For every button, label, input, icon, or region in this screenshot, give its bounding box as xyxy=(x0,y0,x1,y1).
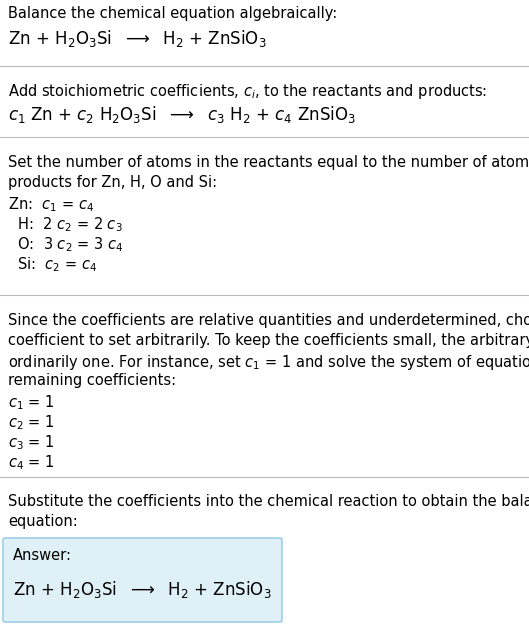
Text: $c_4$ = 1: $c_4$ = 1 xyxy=(8,453,54,472)
Text: $c_1$ Zn + $c_2$ H$_2$O$_3$Si  $\longrightarrow$  $c_3$ H$_2$ + $c_4$ ZnSiO$_3$: $c_1$ Zn + $c_2$ H$_2$O$_3$Si $\longrigh… xyxy=(8,104,356,125)
Text: Add stoichiometric coefficients, $c_i$, to the reactants and products:: Add stoichiometric coefficients, $c_i$, … xyxy=(8,82,487,101)
Text: coefficient to set arbitrarily. To keep the coefficients small, the arbitrary va: coefficient to set arbitrarily. To keep … xyxy=(8,333,529,348)
Text: products for Zn, H, O and Si:: products for Zn, H, O and Si: xyxy=(8,175,217,190)
Text: Substitute the coefficients into the chemical reaction to obtain the balanced: Substitute the coefficients into the che… xyxy=(8,494,529,509)
Text: Zn + H$_2$O$_3$Si  $\longrightarrow$  H$_2$ + ZnSiO$_3$: Zn + H$_2$O$_3$Si $\longrightarrow$ H$_2… xyxy=(8,28,267,49)
Text: ordinarily one. For instance, set $c_1$ = 1 and solve the system of equations fo: ordinarily one. For instance, set $c_1$ … xyxy=(8,353,529,372)
Text: Balance the chemical equation algebraically:: Balance the chemical equation algebraica… xyxy=(8,6,338,21)
Text: $c_3$ = 1: $c_3$ = 1 xyxy=(8,433,54,451)
Text: equation:: equation: xyxy=(8,514,78,529)
Text: Zn:  $c_1$ = $c_4$: Zn: $c_1$ = $c_4$ xyxy=(8,195,94,214)
Text: Set the number of atoms in the reactants equal to the number of atoms in the: Set the number of atoms in the reactants… xyxy=(8,155,529,170)
Text: $c_2$ = 1: $c_2$ = 1 xyxy=(8,413,54,432)
Text: H:  2 $c_2$ = 2 $c_3$: H: 2 $c_2$ = 2 $c_3$ xyxy=(8,215,123,234)
FancyBboxPatch shape xyxy=(3,538,282,622)
Text: $c_1$ = 1: $c_1$ = 1 xyxy=(8,393,54,412)
Text: Si:  $c_2$ = $c_4$: Si: $c_2$ = $c_4$ xyxy=(8,255,97,274)
Text: remaining coefficients:: remaining coefficients: xyxy=(8,373,176,388)
Text: Zn + H$_2$O$_3$Si  $\longrightarrow$  H$_2$ + ZnSiO$_3$: Zn + H$_2$O$_3$Si $\longrightarrow$ H$_2… xyxy=(13,579,272,601)
Text: Answer:: Answer: xyxy=(13,548,72,563)
Text: O:  3 $c_2$ = 3 $c_4$: O: 3 $c_2$ = 3 $c_4$ xyxy=(8,235,123,254)
Text: Since the coefficients are relative quantities and underdetermined, choose a: Since the coefficients are relative quan… xyxy=(8,313,529,328)
